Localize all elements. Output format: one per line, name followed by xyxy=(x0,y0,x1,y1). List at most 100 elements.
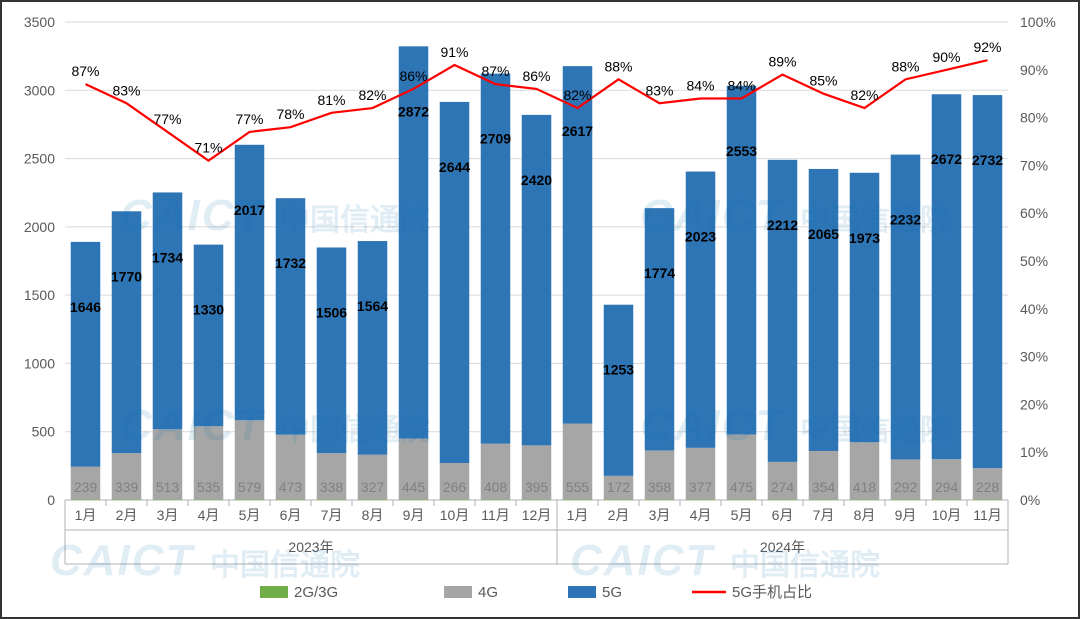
bar-label-4g: 535 xyxy=(197,479,221,495)
bar-2G/3G xyxy=(71,499,101,500)
bar-label-4g: 327 xyxy=(361,479,385,495)
bar-2G/3G xyxy=(645,499,675,500)
legend-swatch xyxy=(568,586,596,598)
bar-2G/3G xyxy=(276,499,306,500)
legend-label: 5G手机占比 xyxy=(732,584,812,601)
bar-2G/3G xyxy=(440,499,470,500)
bar-2G/3G xyxy=(850,499,880,500)
y-left-tick-label: 3500 xyxy=(24,14,55,30)
line-label-pct: 88% xyxy=(604,58,632,74)
line-label-pct: 91% xyxy=(440,44,468,60)
bar-2G/3G xyxy=(686,499,716,500)
bar-label-5g: 2872 xyxy=(398,103,429,119)
svg-text:CAICT: CAICT xyxy=(570,536,716,585)
y-left-tick-label: 0 xyxy=(47,492,55,508)
x-tick-label-month: 10月 xyxy=(440,507,470,523)
svg-text:中国信通院: 中国信通院 xyxy=(730,548,880,582)
svg-text:CAICT: CAICT xyxy=(640,191,786,240)
y-right-tick-label: 70% xyxy=(1020,157,1048,173)
bar-2G/3G xyxy=(481,499,511,500)
bar-label-5g: 2709 xyxy=(480,131,511,147)
x-tick-label-month: 5月 xyxy=(731,507,753,523)
legend-label: 5G xyxy=(602,584,622,601)
x-tick-label-month: 9月 xyxy=(403,507,425,523)
bar-label-4g: 579 xyxy=(238,479,262,495)
x-tick-label-month: 12月 xyxy=(522,507,552,523)
x-tick-label-month: 4月 xyxy=(690,507,712,523)
bar-2G/3G xyxy=(317,499,347,500)
line-label-pct: 90% xyxy=(932,49,960,65)
y-left-tick-label: 3000 xyxy=(24,82,55,98)
y-left-tick-label: 2000 xyxy=(24,219,55,235)
x-tick-label-month: 8月 xyxy=(854,507,876,523)
bar-label-4g: 239 xyxy=(74,479,98,495)
bar-2G/3G xyxy=(358,499,388,500)
line-label-pct: 87% xyxy=(481,63,509,79)
bar-2G/3G xyxy=(891,499,921,500)
bar-2G/3G xyxy=(522,499,552,500)
legend-label: 4G xyxy=(478,584,498,601)
x-tick-label-month: 11月 xyxy=(481,507,510,523)
bar-5G xyxy=(973,95,1003,468)
y-right-tick-label: 30% xyxy=(1020,349,1048,365)
bar-label-5g: 1732 xyxy=(275,255,306,271)
bar-label-5g: 2617 xyxy=(562,123,593,139)
bar-5G xyxy=(440,102,470,463)
bar-label-4g: 338 xyxy=(320,479,344,495)
line-label-pct: 88% xyxy=(891,58,919,74)
svg-text:CAICT: CAICT xyxy=(120,191,266,240)
x-tick-label-month: 6月 xyxy=(772,507,794,523)
line-label-pct: 71% xyxy=(194,140,222,156)
bar-label-5g: 1564 xyxy=(357,298,388,314)
bar-label-5g: 2732 xyxy=(972,152,1003,168)
x-tick-label-month: 5月 xyxy=(239,507,261,523)
line-label-pct: 77% xyxy=(235,111,263,127)
bar-5G xyxy=(235,145,265,420)
svg-text:中国信通院: 中国信通院 xyxy=(800,203,950,237)
line-label-pct: 78% xyxy=(276,106,304,122)
x-tick-label-month: 1月 xyxy=(567,507,589,523)
line-label-pct: 83% xyxy=(645,82,673,98)
bar-label-5g: 2644 xyxy=(439,159,470,175)
bar-2G/3G xyxy=(809,499,839,500)
x-tick-label-month: 10月 xyxy=(932,507,962,523)
bar-label-4g: 377 xyxy=(689,479,713,495)
bar-label-4g: 513 xyxy=(156,479,180,495)
line-label-pct: 82% xyxy=(850,87,878,103)
y-right-tick-label: 100% xyxy=(1020,14,1056,30)
bar-label-5g: 2553 xyxy=(726,143,757,159)
y-left-tick-label: 2500 xyxy=(24,151,55,167)
bar-label-5g: 1734 xyxy=(152,249,183,265)
y-right-tick-label: 90% xyxy=(1020,62,1048,78)
bar-label-4g: 475 xyxy=(730,479,754,495)
svg-text:CAICT: CAICT xyxy=(120,401,266,450)
svg-text:CAICT: CAICT xyxy=(50,536,196,585)
bar-label-4g: 354 xyxy=(812,479,836,495)
bar-label-4g: 228 xyxy=(976,479,1000,495)
bar-2G/3G xyxy=(194,499,224,500)
y-right-tick-label: 10% xyxy=(1020,444,1048,460)
bar-2G/3G xyxy=(563,499,593,500)
line-label-pct: 82% xyxy=(563,87,591,103)
bar-label-4g: 266 xyxy=(443,479,467,495)
line-label-pct: 83% xyxy=(112,82,140,98)
svg-text:CAICT: CAICT xyxy=(640,401,786,450)
x-tick-label-month: 7月 xyxy=(321,507,343,523)
bar-label-4g: 445 xyxy=(402,479,426,495)
svg-text:中国信通院: 中国信通院 xyxy=(280,203,430,237)
bar-label-5g: 1646 xyxy=(70,299,101,315)
bar-label-5g: 2672 xyxy=(931,151,962,167)
bar-label-5g: 1770 xyxy=(111,268,142,284)
chart-root: 05001000150020002500300035000%10%20%30%4… xyxy=(0,0,1080,619)
bar-2G/3G xyxy=(973,499,1003,500)
bar-label-5g: 1330 xyxy=(193,302,224,318)
bar-5G xyxy=(604,305,634,476)
bar-2G/3G xyxy=(727,499,757,500)
bar-label-4g: 408 xyxy=(484,479,508,495)
x-tick-label-month: 2月 xyxy=(608,507,630,523)
y-right-tick-label: 80% xyxy=(1020,110,1048,126)
watermark: CAICT 中国信通院 xyxy=(120,191,430,240)
x-tick-label-month: 8月 xyxy=(362,507,384,523)
bar-label-5g: 1774 xyxy=(644,265,675,281)
line-label-pct: 86% xyxy=(399,68,427,84)
